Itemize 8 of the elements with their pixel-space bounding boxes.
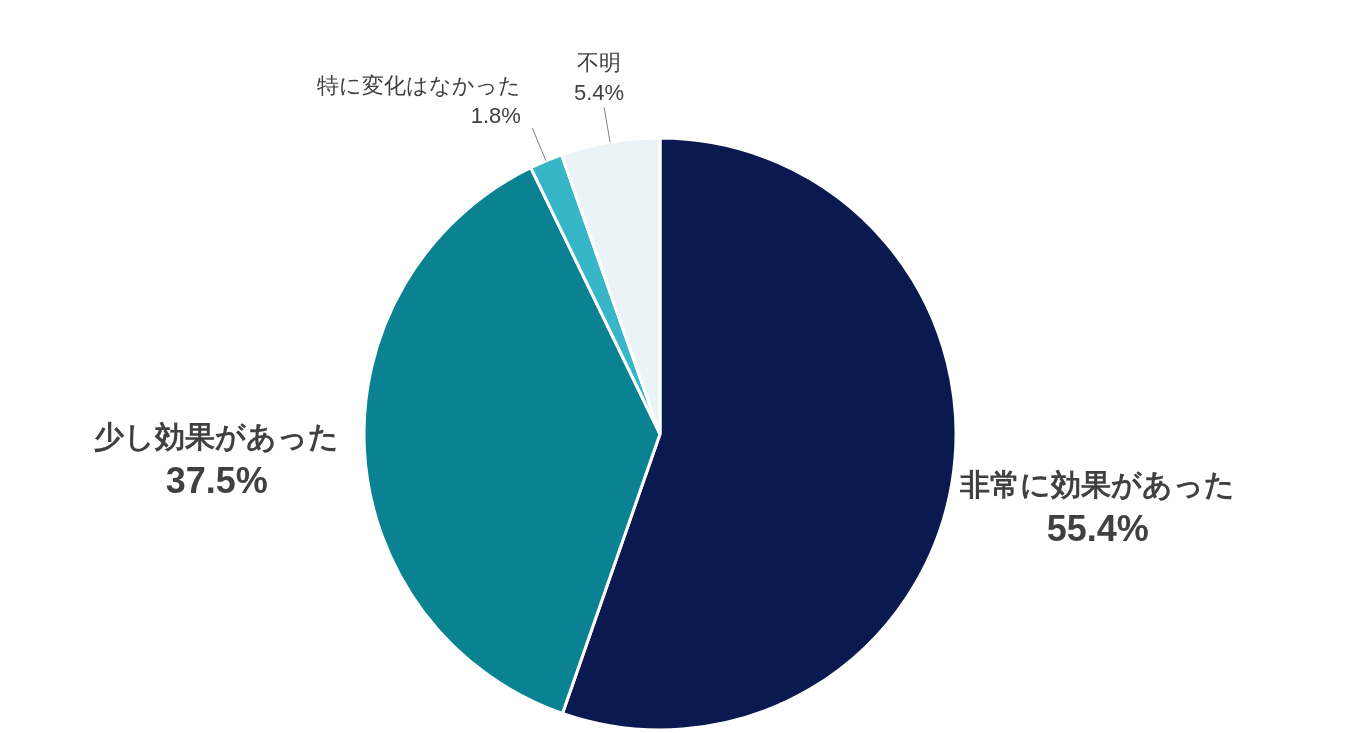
slice-label: 少し効果があった xyxy=(94,419,340,453)
data-label: 37.5% xyxy=(165,459,268,501)
data-label: 55.4% xyxy=(1046,508,1149,550)
data-label: 1.8% xyxy=(470,102,521,128)
slice-label: 不明 xyxy=(577,50,622,76)
slice-label: 特に変化はなかった xyxy=(316,72,521,98)
slice-label: 非常に効果があった xyxy=(959,468,1236,502)
data-label: 5.4% xyxy=(574,80,625,106)
